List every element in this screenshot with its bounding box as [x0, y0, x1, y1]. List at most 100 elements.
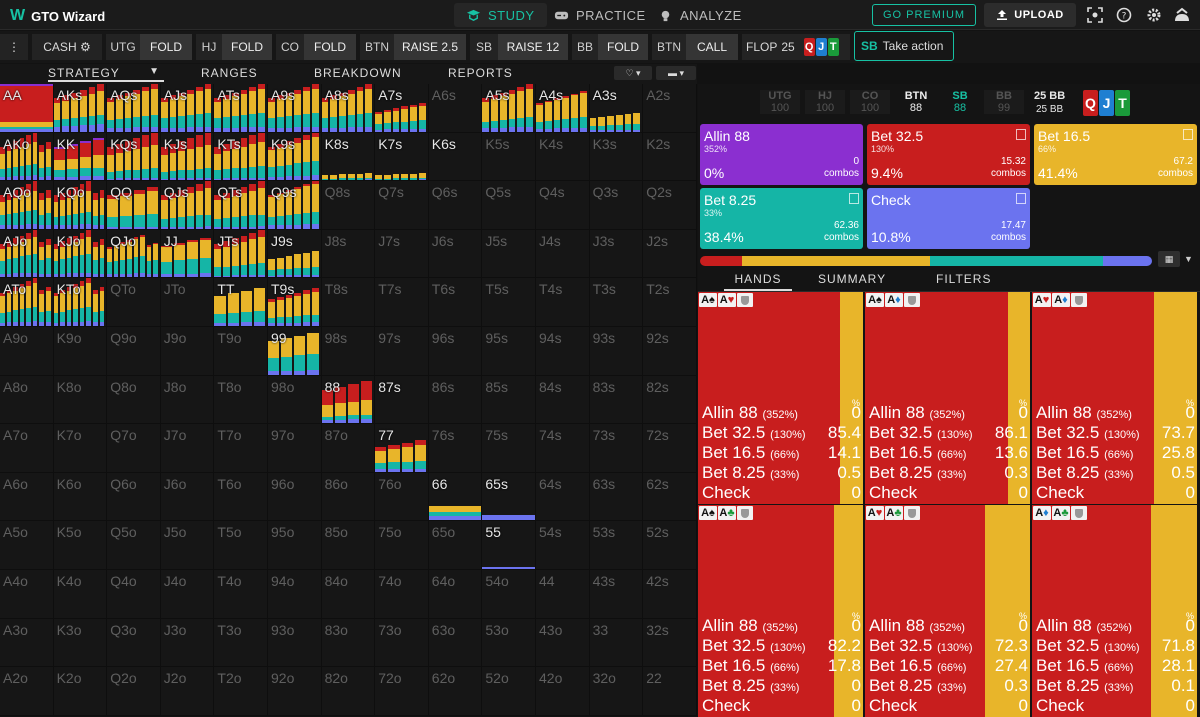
screenshot-icon[interactable] — [1085, 5, 1105, 25]
matrix-cell[interactable]: 99 — [268, 327, 322, 376]
matrix-cell[interactable]: ATo — [0, 278, 54, 327]
matrix-cell[interactable]: T8s — [321, 278, 376, 327]
matrix-cell[interactable]: K6o — [53, 472, 108, 522]
matrix-cell[interactable]: 98s — [321, 327, 376, 376]
matrix-cell[interactable]: 77 — [375, 424, 429, 473]
matrix-cell[interactable]: QTo — [107, 278, 161, 327]
matrix-cell[interactable]: 64s — [536, 472, 590, 522]
more-menu-button[interactable]: ⋮ — [0, 34, 28, 60]
matrix-cell[interactable]: K7o — [53, 424, 108, 473]
tab-summary[interactable]: SUMMARY — [818, 272, 887, 286]
matrix-cell[interactable]: QQ — [107, 181, 161, 230]
notes-icon[interactable] — [1016, 129, 1026, 140]
seat-btn[interactable]: BTN 88 — [896, 90, 936, 114]
matrix-cell[interactable]: A8s — [321, 84, 376, 133]
matrix-cell[interactable]: A9o — [0, 327, 54, 376]
matrix-cell[interactable]: 54o — [482, 570, 536, 619]
matrix-cell[interactable]: J3o — [160, 618, 215, 668]
matrix-cell[interactable]: 66 — [428, 472, 483, 522]
matrix-cell[interactable]: K7s — [375, 132, 429, 182]
seat-co[interactable]: CO 100 — [850, 90, 890, 114]
matrix-cell[interactable]: 73s — [589, 424, 644, 473]
notes-icon[interactable] — [1016, 193, 1026, 204]
matrix-cell[interactable]: A2s — [643, 84, 697, 133]
settings-gear-icon[interactable] — [1144, 5, 1164, 25]
matrix-cell[interactable]: 93o — [268, 618, 322, 668]
seat-bb[interactable]: BB — [572, 34, 598, 60]
matrix-cell[interactable]: Q3s — [589, 181, 644, 230]
matrix-cell[interactable]: 54s — [536, 521, 590, 570]
matrix-cell[interactable]: A7o — [0, 424, 54, 473]
matrix-cell[interactable]: TT — [214, 278, 268, 327]
display-dropdown[interactable]: ▬ ▾ — [656, 66, 696, 80]
matrix-cell[interactable]: 76s — [428, 424, 483, 473]
matrix-cell[interactable]: Q8o — [107, 375, 161, 425]
matrix-cell[interactable]: J6o — [160, 472, 215, 522]
hand-cell[interactable]: A ♦ A ♣% Allin 88 (352%) 0 Bet 32.5 (130%) 71.8… — [1032, 505, 1197, 717]
matrix-cell[interactable]: J3s — [589, 229, 644, 279]
matrix-cell[interactable]: JTo — [160, 278, 215, 327]
matrix-cell[interactable]: 64o — [428, 570, 483, 619]
matrix-cell[interactable]: J9o — [160, 327, 215, 376]
matrix-cell[interactable]: 43o — [536, 618, 590, 668]
action-btn-raise[interactable]: RAISE 2.5 — [394, 34, 466, 60]
matrix-cell[interactable]: T6s — [428, 278, 483, 327]
matrix-cell[interactable]: JTs — [214, 229, 268, 279]
matrix-cell[interactable]: K2s — [643, 132, 697, 182]
matrix-cell[interactable]: A9s — [268, 84, 322, 133]
matrix-cell[interactable]: AA — [0, 84, 54, 133]
matrix-cell[interactable]: J4o — [160, 570, 215, 619]
matrix-cell[interactable]: A6s — [428, 84, 483, 133]
nav-practice[interactable]: PRACTICE — [542, 3, 658, 27]
matrix-cell[interactable]: 52s — [643, 521, 697, 570]
matrix-cell[interactable]: J5o — [160, 521, 215, 570]
matrix-cell[interactable]: K5o — [53, 521, 108, 570]
matrix-cell[interactable]: A4s — [536, 84, 590, 133]
action-tile[interactable]: Check 10.8% 17.47 combos — [867, 188, 1030, 249]
matrix-cell[interactable]: JJ — [160, 229, 215, 279]
go-premium-button[interactable]: GO PREMIUM — [872, 4, 976, 26]
action-bb-fold[interactable]: FOLD — [598, 34, 648, 60]
seat-btn-2[interactable]: BTN — [652, 34, 686, 60]
matrix-cell[interactable]: J7s — [375, 229, 429, 279]
matrix-cell[interactable]: K8s — [321, 132, 376, 182]
matrix-cell[interactable]: J2o — [160, 667, 215, 716]
matrix-cell[interactable]: 62s — [643, 472, 697, 522]
matrix-cell[interactable]: 92s — [643, 327, 697, 376]
matrix-cell[interactable]: 82s — [643, 375, 697, 425]
matrix-cell[interactable]: KK — [53, 132, 108, 182]
matrix-cell[interactable]: A4o — [0, 570, 54, 619]
matrix-cell[interactable]: T4o — [214, 570, 268, 619]
cash-settings-button[interactable]: CASH ⚙ — [32, 34, 102, 60]
matrix-cell[interactable]: 42o — [536, 667, 590, 716]
matrix-cell[interactable]: 85s — [482, 375, 536, 425]
matrix-cell[interactable]: 43s — [589, 570, 644, 619]
matrix-cell[interactable]: QJs — [160, 181, 215, 230]
matrix-cell[interactable]: A5s — [482, 84, 536, 133]
matrix-cell[interactable]: T7o — [214, 424, 268, 473]
matrix-cell[interactable]: A7s — [375, 84, 429, 133]
hand-cell[interactable]: A ♥ A ♣% Allin 88 (352%) 0 Bet 32.5 (130%) 72.3… — [865, 505, 1030, 717]
matrix-cell[interactable]: T3o — [214, 618, 268, 668]
matrix-cell[interactable]: A6o — [0, 472, 54, 522]
hand-cell[interactable]: A ♠ A ♥% Allin 88 (352%) 0 Bet 32.5 (130%) 85.4… — [698, 292, 863, 504]
matrix-cell[interactable]: K8o — [53, 375, 108, 425]
matrix-cell[interactable]: 62o — [428, 667, 483, 716]
matrix-cell[interactable]: Q4o — [107, 570, 161, 619]
matrix-cell[interactable]: J8s — [321, 229, 376, 279]
matrix-cell[interactable]: 85o — [321, 521, 376, 570]
action-hj-fold[interactable]: FOLD — [222, 34, 272, 60]
seat-utg[interactable]: UTG — [106, 34, 140, 60]
matrix-cell[interactable]: J2s — [643, 229, 697, 279]
matrix-cell[interactable]: ATs — [214, 84, 268, 133]
action-tile[interactable]: Bet 16.5 66% 41.4% 67.2 combos — [1034, 124, 1197, 185]
matrix-cell[interactable]: K2o — [53, 667, 108, 716]
matrix-cell[interactable]: 86o — [321, 472, 376, 522]
matrix-cell[interactable]: 75o — [375, 521, 429, 570]
matrix-cell[interactable]: Q5s — [482, 181, 536, 230]
matrix-cell[interactable]: 87o — [321, 424, 376, 473]
matrix-cell[interactable]: J8o — [160, 375, 215, 425]
matrix-cell[interactable]: 97o — [268, 424, 322, 473]
matrix-cell[interactable]: Q4s — [536, 181, 590, 230]
matrix-cell[interactable]: KJs — [160, 132, 215, 182]
